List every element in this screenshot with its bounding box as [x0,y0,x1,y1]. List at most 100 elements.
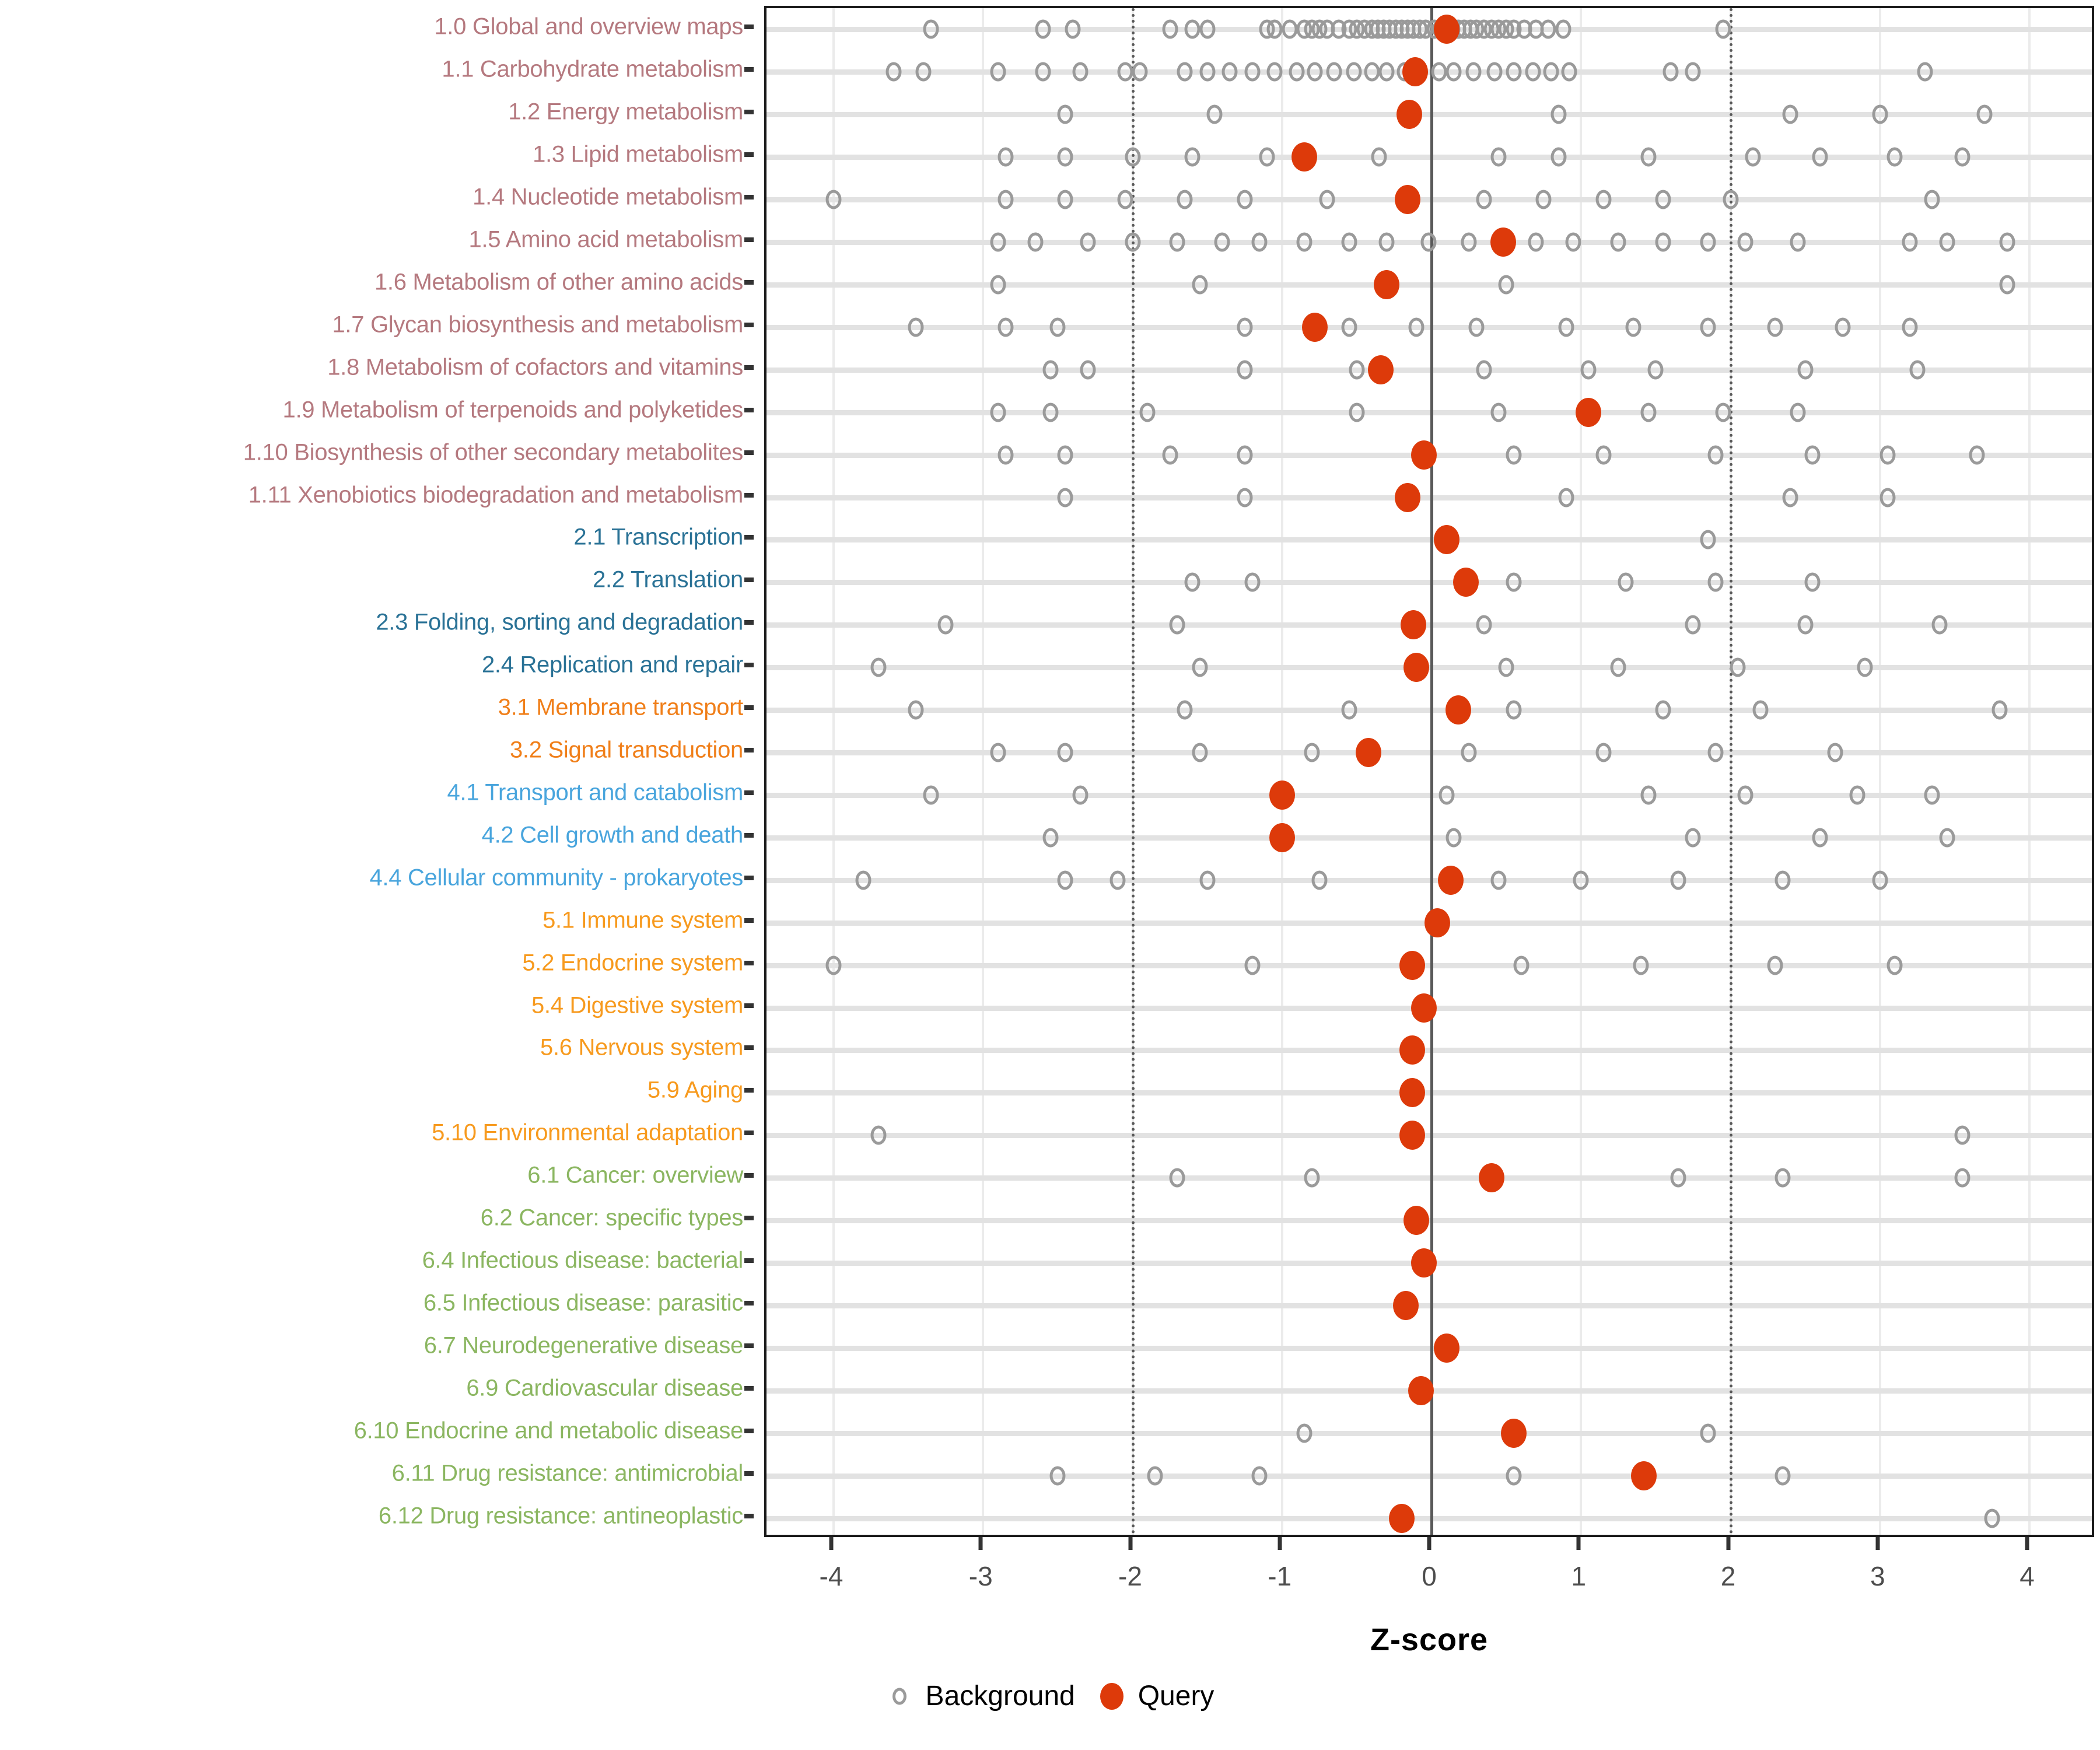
query-point[interactable] [1399,950,1425,980]
background-point [1192,275,1208,295]
query-point[interactable] [1404,1206,1430,1236]
query-point[interactable] [1367,355,1394,384]
y-axis-tick [744,1385,754,1391]
query-point[interactable] [1401,610,1427,640]
y-axis-tick [744,407,754,412]
background-point [1184,572,1200,592]
background-point [1199,19,1216,39]
y-axis-tick [744,1513,754,1518]
legend-item-background[interactable]: Background [886,1680,1075,1712]
query-point[interactable] [1399,1121,1425,1150]
background-point [1378,232,1395,252]
y-axis-label: 2.2 Translation [593,566,743,593]
row-gridline [766,1430,2092,1436]
row-gridline [766,750,2092,756]
x-axis-tick [978,1537,983,1550]
y-axis-label: 6.10 Endocrine and metabolic disease [354,1418,744,1444]
query-point[interactable] [1452,568,1479,597]
query-point[interactable] [1408,1376,1434,1405]
query-point[interactable] [1411,993,1437,1023]
background-point [1513,956,1530,975]
background-point [1827,743,1843,762]
chart-legend: Background Query [0,1680,2100,1712]
query-point[interactable] [1395,185,1420,215]
y-axis-label: 6.9 Cardiovascular disease [466,1375,743,1401]
background-point [1349,360,1365,380]
query-point[interactable] [1395,482,1420,512]
background-point [1498,275,1514,295]
query-point[interactable] [1576,397,1602,427]
y-axis-label: 1.3 Lipid metabolism [533,141,743,167]
background-point [1737,785,1754,805]
y-axis-label: 1.1 Carbohydrate metabolism [442,56,743,82]
y-axis-label: 5.9 Aging [647,1077,743,1103]
query-point[interactable] [1446,695,1472,725]
zero-reference-line [1430,8,1433,1535]
query-point[interactable] [1433,525,1460,555]
y-axis-label: 1.9 Metabolism of terpenoids and polyket… [282,397,744,423]
y-axis-tick [744,1471,754,1476]
query-point[interactable] [1433,1333,1460,1363]
background-point [1902,232,1918,252]
background-point [998,147,1014,167]
background-point [855,870,872,890]
background-point [1110,870,1126,890]
background-point [1244,572,1260,592]
background-point [1468,317,1485,337]
x-gridline [2028,8,2031,1535]
query-point[interactable] [1292,142,1318,172]
query-point[interactable] [1490,228,1516,257]
y-axis-label: 2.1 Transcription [573,524,743,550]
background-point [1486,62,1503,82]
background-point [1311,870,1328,890]
background-point [1707,572,1724,592]
background-point [1849,785,1866,805]
y-axis-label: 2.4 Replication and repair [481,652,743,678]
background-point [1177,62,1193,82]
background-point [1797,615,1814,635]
query-point[interactable] [1411,440,1437,470]
background-point [1715,402,1731,422]
y-axis-label: 6.4 Infectious disease: bacterial [422,1247,744,1273]
query-point[interactable] [1302,312,1328,342]
query-point[interactable] [1500,1418,1527,1448]
plot-area [764,6,2094,1537]
threshold-line [1131,8,1135,1535]
y-axis-tick [744,1300,754,1306]
query-point[interactable] [1269,780,1295,810]
query-point[interactable] [1478,1163,1504,1193]
x-axis-tick [1875,1537,1880,1550]
query-point[interactable] [1269,822,1295,852]
query-point[interactable] [1404,653,1430,682]
query-point[interactable] [1396,100,1422,130]
query-point[interactable] [1374,270,1400,299]
background-point [1707,445,1724,465]
background-point [1880,488,1896,508]
query-point[interactable] [1402,57,1428,87]
background-point [923,785,939,805]
background-point [1804,572,1821,592]
background-point [1561,62,1577,82]
query-point[interactable] [1438,865,1464,895]
query-point[interactable] [1399,1078,1425,1108]
y-axis-label: 5.6 Nervous system [540,1034,743,1060]
query-point[interactable] [1399,1035,1425,1065]
y-axis-label: 6.11 Drug resistance: antimicrobial [391,1460,744,1486]
y-axis-labels: 1.0 Global and overview maps 1.1 Carbohyd… [0,6,754,1537]
background-point [1730,657,1746,677]
row-gridline [766,792,2092,798]
background-point [1222,62,1238,82]
background-point [1797,360,1814,380]
query-point[interactable] [1424,908,1451,937]
query-point[interactable] [1388,1503,1415,1533]
query-point[interactable] [1411,1248,1437,1278]
query-point[interactable] [1393,1290,1419,1320]
background-point [1887,147,1903,167]
row-gridline [766,1473,2092,1479]
legend-item-query[interactable]: Query [1098,1680,1214,1712]
query-point[interactable] [1630,1461,1657,1490]
query-point[interactable] [1433,15,1460,44]
y-axis-label: 1.2 Energy metabolism [508,99,743,125]
background-point [870,657,887,677]
query-point[interactable] [1356,738,1382,768]
